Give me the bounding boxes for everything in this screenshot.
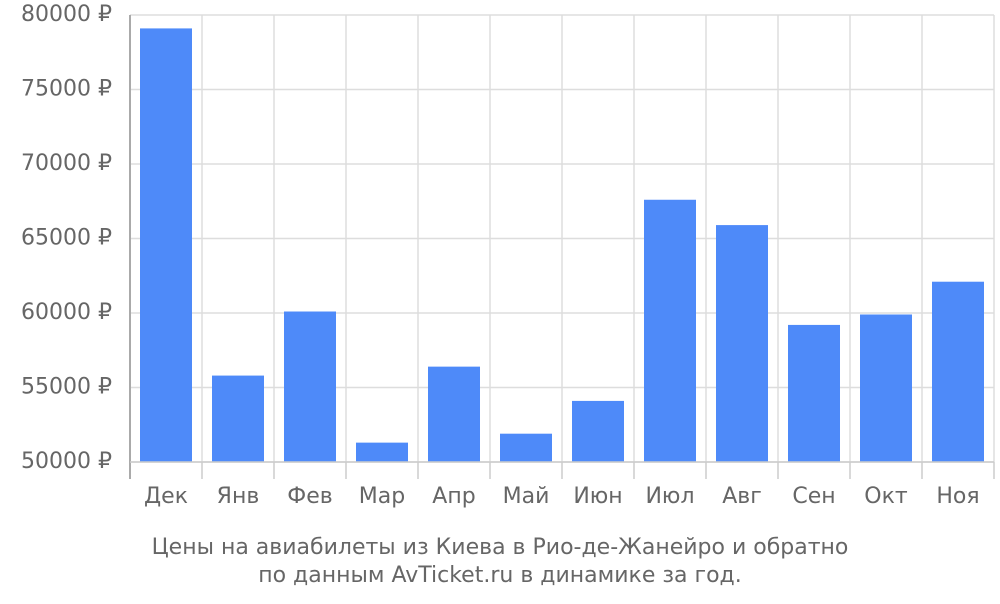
bar xyxy=(860,314,912,462)
y-tick-label: 50000 ₽ xyxy=(21,449,112,474)
bar xyxy=(716,225,768,462)
y-tick-label: 80000 ₽ xyxy=(21,2,112,27)
bar xyxy=(212,375,264,462)
y-tick-label: 70000 ₽ xyxy=(21,151,112,176)
x-tick-label: Дек xyxy=(144,484,188,509)
x-tick-label: Янв xyxy=(217,484,260,509)
bar xyxy=(140,28,192,462)
chart-subtitle: по данным AvTicket.ru в динамике за год. xyxy=(258,563,742,588)
x-tick-label: Июл xyxy=(645,484,694,509)
x-tick-label: Окт xyxy=(864,484,908,509)
x-tick-label: Июн xyxy=(573,484,622,509)
x-tick-label: Мар xyxy=(359,484,405,509)
x-tick-label: Фев xyxy=(287,484,332,509)
y-tick-label: 60000 ₽ xyxy=(21,300,112,325)
bar xyxy=(356,442,408,462)
x-tick-label: Май xyxy=(503,484,550,509)
x-tick-label: Авг xyxy=(722,484,762,509)
bar xyxy=(788,324,840,462)
y-tick-label: 75000 ₽ xyxy=(21,77,112,102)
bar xyxy=(572,400,624,462)
x-tick-label: Ноя xyxy=(936,484,979,509)
y-tick-label: 65000 ₽ xyxy=(21,226,112,251)
bar xyxy=(500,433,552,462)
chart-title: Цены на авиабилеты из Киева в Рио-де-Жан… xyxy=(152,535,849,560)
x-tick-label: Апр xyxy=(432,484,475,509)
x-tick-label: Сен xyxy=(792,484,835,509)
bar xyxy=(644,199,696,462)
bar xyxy=(428,366,480,462)
bar xyxy=(284,311,336,462)
y-tick-label: 55000 ₽ xyxy=(21,375,112,400)
bar xyxy=(932,281,984,462)
